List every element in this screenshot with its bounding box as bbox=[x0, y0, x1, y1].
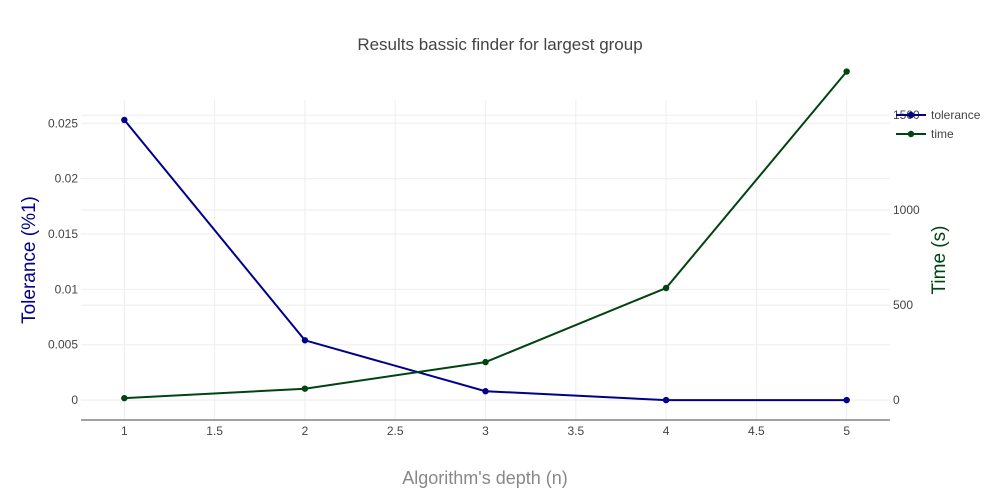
x-tick-label: 4.5 bbox=[748, 424, 765, 438]
x-tick-label: 2 bbox=[302, 424, 309, 438]
x-tick-label: 5 bbox=[843, 424, 850, 438]
data-point-tolerance[interactable] bbox=[843, 396, 850, 404]
y-axis-right-title: Time (s) bbox=[929, 226, 950, 295]
data-point-tolerance[interactable] bbox=[482, 388, 489, 395]
legend-label: time bbox=[931, 127, 954, 141]
x-tick-label: 4 bbox=[663, 424, 670, 438]
y-left-tick-label: 0.02 bbox=[55, 172, 79, 186]
y-axis-left-title: Tolerance (%1) bbox=[19, 196, 40, 324]
y-left-tick-label: 0.015 bbox=[48, 227, 78, 241]
data-point-time[interactable] bbox=[662, 284, 670, 292]
y-left-tick-label: 0.025 bbox=[48, 116, 78, 130]
data-point-tolerance[interactable] bbox=[121, 116, 128, 124]
legend-item-tolerance[interactable]: tolerance bbox=[896, 108, 981, 122]
data-point-tolerance[interactable] bbox=[301, 337, 309, 344]
y-left-tick-label: 0.005 bbox=[48, 338, 78, 352]
data-point-time[interactable] bbox=[482, 358, 489, 366]
y-right-tick-label: 500 bbox=[893, 298, 913, 312]
y-right-tick-label: 1000 bbox=[893, 203, 920, 217]
y-left-tick-label: 0 bbox=[71, 393, 78, 407]
grid-layer bbox=[81, 100, 890, 420]
x-tick-label: 2.5 bbox=[387, 424, 404, 438]
data-point-tolerance[interactable] bbox=[662, 396, 670, 404]
legend-marker bbox=[907, 111, 915, 119]
x-axis-title: Algorithm's depth (n) bbox=[402, 468, 568, 488]
x-tick-label: 1 bbox=[121, 424, 128, 438]
series-layer bbox=[121, 68, 850, 404]
data-point-time[interactable] bbox=[301, 385, 309, 392]
y-right-tick-label: 0 bbox=[893, 393, 900, 407]
legend[interactable]: tolerance time bbox=[896, 108, 981, 141]
legend-item-time[interactable]: time bbox=[896, 127, 954, 141]
x-tick-label: 3 bbox=[482, 424, 489, 438]
data-point-time[interactable] bbox=[843, 68, 850, 75]
legend-label: tolerance bbox=[931, 108, 981, 122]
y-left-tick-label: 0.01 bbox=[55, 282, 79, 296]
chart-title: Results bassic finder for largest group bbox=[357, 35, 642, 54]
x-tick-label: 3.5 bbox=[567, 424, 584, 438]
legend-marker bbox=[907, 130, 915, 138]
x-tick-label: 1.5 bbox=[206, 424, 223, 438]
data-point-time[interactable] bbox=[121, 394, 128, 402]
